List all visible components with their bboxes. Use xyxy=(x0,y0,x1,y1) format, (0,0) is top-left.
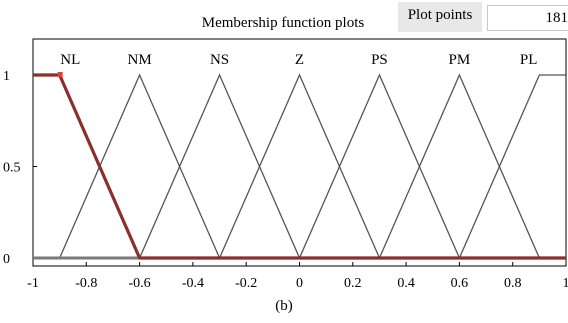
x-tick-label: 0.6 xyxy=(451,276,469,291)
mf-label-ns: NS xyxy=(210,52,229,68)
x-tick-label: 1 xyxy=(563,276,568,291)
x-tick-label: 0.4 xyxy=(397,276,415,291)
x-tick-label: -1 xyxy=(27,276,39,291)
x-tick-label: 0 xyxy=(296,276,303,291)
mf-label-nm: NM xyxy=(128,52,152,68)
x-tick-label: 0.8 xyxy=(504,276,522,291)
mf-line-pm xyxy=(33,73,566,259)
mf-label-pm: PM xyxy=(449,52,471,68)
y-tick-label: 1 xyxy=(3,69,10,84)
y-tick-label: 0.5 xyxy=(3,161,21,176)
membership-plot-title: Membership function plots xyxy=(201,15,365,31)
mf-line-nl-selected xyxy=(33,73,566,260)
x-tick-label: -0.6 xyxy=(129,276,151,291)
plot-points-input[interactable] xyxy=(487,5,568,31)
plot-frame xyxy=(32,38,567,267)
mf-label-pl: PL xyxy=(520,52,538,68)
mf-label-z: Z xyxy=(295,52,304,68)
x-tick-label: -0.4 xyxy=(182,276,204,291)
x-tick-label: -0.8 xyxy=(75,276,97,291)
y-tick-label: 0 xyxy=(3,252,10,267)
x-tick-label: 0.2 xyxy=(344,276,362,291)
mf-line-nm xyxy=(33,73,566,259)
plot-points-label: Plot points xyxy=(398,2,482,32)
mf-label-ps: PS xyxy=(371,52,388,68)
mf-label-nl: NL xyxy=(60,52,80,68)
mf-line-ps xyxy=(33,73,566,259)
x-tick-label: -0.2 xyxy=(235,276,257,291)
mf-line-z xyxy=(33,73,566,259)
mf-line-ns xyxy=(33,73,566,259)
mf-line-pl xyxy=(33,74,566,259)
figure-caption: (b) xyxy=(275,298,293,314)
mf-handle-nl xyxy=(57,72,63,77)
